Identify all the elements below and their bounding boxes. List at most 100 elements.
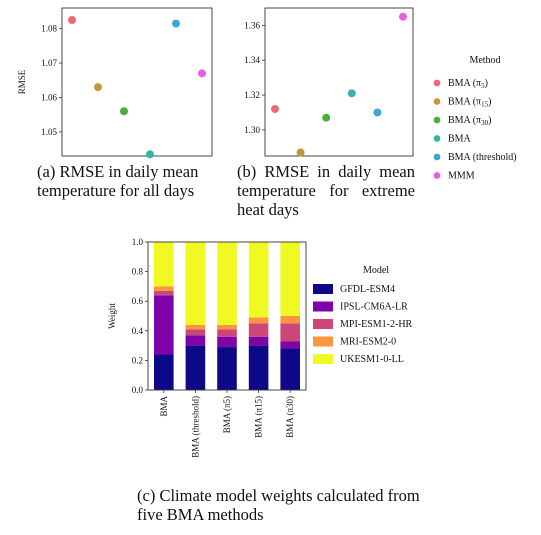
y-tick-label: 0.8 [132,267,144,277]
legend-label-main: MMM [448,171,475,182]
legend-swatch [313,284,333,294]
legend-label: BMA (threshold) [448,152,517,163]
legend-label: MRI-ESM2-0 [340,337,396,348]
bar-segment [280,323,300,342]
bar-segment [248,317,269,324]
data-point [198,69,206,78]
data-point [146,150,154,159]
panel-a-scatter: 1.05 1.06 1.07 1.08 RMSE [17,7,213,159]
legend-label-subscript: 5 [481,82,485,90]
x-tick-label: BMA [159,396,169,417]
plot-frame [264,7,414,157]
x-tick-label: BMA (π5) [222,396,232,433]
y-tick-label: 0.2 [132,355,143,365]
legend-label: UKESM1-0-LL [340,354,404,365]
y-tick-label: 1.08 [41,24,57,34]
legend-label-main: BMA (threshold) [448,152,517,163]
bar-segment [185,242,206,325]
caption-c: (c) Climate model weights calculated fro… [137,486,447,524]
y-tick-label: 1.06 [41,92,57,102]
bar-segment [185,335,206,346]
bar-segment [217,347,237,390]
caption-b-label: (b) [237,162,257,181]
caption-a: (a) RMSE in daily mean temperature for a… [37,162,217,200]
y-tick-label: 1.34 [244,55,260,65]
y-tick-label: 0.0 [132,385,144,395]
legend-label-main: BMA (π [448,97,481,108]
legend-marker [433,79,441,87]
legend-label: BMA [448,134,472,145]
bar-segment [217,324,237,330]
y-tick-label: 1.30 [244,125,260,135]
bar-segment [154,290,174,296]
caption-a-text: RMSE in daily mean temperature for all d… [37,162,199,200]
legend-title: Model [363,265,389,276]
bar-segment [217,336,237,348]
caption-b: (b) RMSE in daily mean temperature for e… [237,162,415,219]
bar-segment [248,323,269,337]
panel-c-stacked-bar: 0.0 0.2 0.4 0.6 0.8 1.0 Weight BMA BMA (threshol… [107,237,307,458]
x-tick-label: BMA (π15) [254,396,264,438]
y-axis-label: RMSE [17,69,27,94]
y-tick-label: 1.36 [244,20,260,30]
y-axis-label: Weight [107,303,117,329]
legend-label-subscript: 15 [481,101,489,109]
bar-segment [154,286,174,291]
bar-segment [280,341,300,349]
legend-label-subscript: 30 [481,119,489,127]
legend-label-suffix: ) [488,97,491,108]
legend-label: GFDL-ESM4 [340,284,395,295]
data-point [296,148,305,157]
bar-segment [280,316,300,324]
bar-segment [248,242,269,318]
data-point [271,104,279,113]
x-tick-label: BMA (π30) [285,396,295,438]
caption-c-text: Climate model weights calculated from fi… [137,486,420,524]
panel-b-scatter: 1.30 1.32 1.34 1.36 [244,7,414,157]
legend-label-main: BMA (π [448,78,481,89]
caption-c-label: (c) [137,486,156,505]
plot-frame [61,7,213,157]
bar-segment [185,329,206,336]
legend-marker [433,116,441,124]
bar-segment [185,345,206,390]
bar-segment [154,242,174,287]
legend-label: BMA (π30) [448,115,491,127]
legend-label: MMM [448,171,475,182]
data-point [399,12,407,21]
data-point [373,108,382,117]
data-point [68,16,76,25]
legend-marker [433,172,441,179]
plot-frame [147,241,307,391]
legend-label: BMA (π5) [448,78,488,90]
legend-swatch [313,354,333,364]
legend-marker [433,153,441,161]
caption-b-text: RMSE in daily mean temperature for extre… [237,162,415,219]
bar-segment [217,242,237,325]
legend-swatch [313,336,333,347]
legend-swatch [313,301,333,312]
bar-segment [154,354,174,390]
y-tick-label: 1.32 [244,90,260,100]
bar-segment [280,348,300,390]
y-tick-label: 1.07 [41,58,57,68]
bar-segment [185,324,206,330]
legend-label: BMA (π15) [448,97,491,109]
data-point [322,113,331,122]
legend-label-main: BMA [448,134,472,145]
bar-segment [248,336,269,346]
bar-segment [280,242,300,316]
caption-a-label: (a) [37,162,56,181]
y-tick-label: 0.6 [132,296,144,306]
model-legend: Model GFDL-ESM4 IPSL-CM6A-LR MPI-ESM1-2-HR M… [313,265,413,365]
bar-segment [217,329,237,337]
data-point [347,89,356,98]
bar-segment [248,345,269,390]
legend-label: IPSL-CM6A-LR [340,302,408,313]
legend-marker [433,98,441,105]
legend-label-suffix: ) [485,78,488,89]
data-point [172,19,180,28]
legend-label: MPI-ESM1-2-HR [340,319,413,330]
